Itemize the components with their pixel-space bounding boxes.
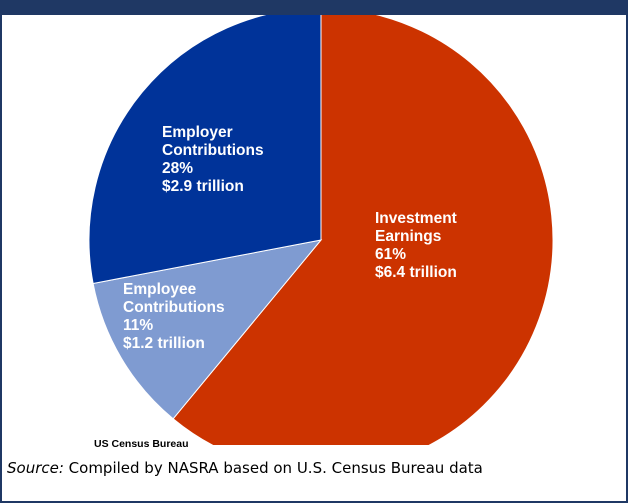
top-band — [2, 2, 626, 15]
slice-label-employee-contributions: Employee Contributions 11% $1.2 trillion — [123, 281, 225, 352]
pie-chart: Investment Earnings 61% $6.4 trillion Employ… — [88, 15, 554, 445]
slice-employer-contributions — [88, 15, 322, 285]
slice-employee-contributions — [92, 239, 323, 420]
source-text: Compiled by NASRA based on U.S. Census B… — [63, 459, 483, 477]
slice-investment-earnings — [172, 15, 554, 445]
slice-label-employer-contributions: Employer Contributions 28% $2.9 trillion — [162, 124, 264, 195]
slice-label-investment-earnings: Investment Earnings 61% $6.4 trillion — [375, 210, 457, 281]
source-prefix: Source: — [7, 459, 64, 477]
census-credit: US Census Bureau — [94, 438, 189, 450]
source-note: Source: Compiled by NASRA based on U.S. … — [7, 459, 483, 477]
